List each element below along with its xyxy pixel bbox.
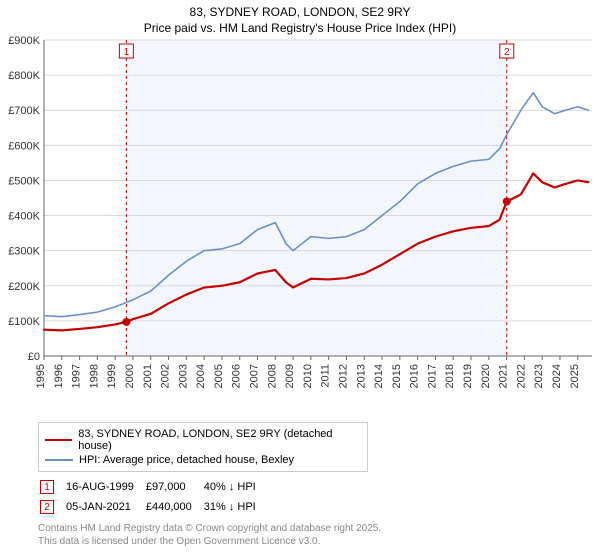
svg-text:2013: 2013	[355, 364, 367, 388]
svg-text:2020: 2020	[480, 364, 492, 388]
svg-text:1997: 1997	[71, 364, 83, 388]
markers-table: 1 16-AUG-1999£97,00040% ↓ HPI 2 05-JAN-2021…	[38, 476, 268, 518]
marker-delta: 31% ↓ HPI	[204, 498, 266, 516]
svg-text:2018: 2018	[444, 364, 456, 388]
svg-text:2008: 2008	[266, 364, 278, 388]
svg-text:2: 2	[504, 47, 510, 58]
svg-text:2005: 2005	[213, 364, 225, 388]
svg-text:1999: 1999	[106, 364, 118, 388]
footer: Contains HM Land Registry data © Crown c…	[38, 522, 590, 548]
svg-text:2002: 2002	[160, 364, 172, 388]
chart-svg: £0 £100K £200K £300K £400K £500K £600K £700K £80…	[0, 36, 600, 416]
svg-text:2017: 2017	[426, 364, 438, 388]
legend-swatch-series1	[45, 439, 72, 441]
svg-text:2022: 2022	[515, 364, 527, 388]
svg-text:£400K: £400K	[8, 211, 40, 223]
title-line-1: 83, SYDNEY ROAD, LONDON, SE2 9RY	[0, 4, 600, 20]
legend: 83, SYDNEY ROAD, LONDON, SE2 9RY (detach…	[38, 422, 368, 472]
marker-price: £97,000	[146, 478, 202, 496]
svg-text:£600K: £600K	[8, 141, 40, 153]
svg-text:£300K: £300K	[8, 246, 40, 258]
svg-text:2003: 2003	[177, 364, 189, 388]
svg-text:2000: 2000	[124, 364, 136, 388]
marker-id-box: 1	[40, 480, 54, 494]
svg-text:£500K: £500K	[8, 176, 40, 188]
svg-text:2004: 2004	[195, 364, 207, 388]
svg-text:2001: 2001	[142, 364, 154, 388]
marker-row: 1 16-AUG-1999£97,00040% ↓ HPI	[40, 478, 266, 496]
svg-text:1996: 1996	[53, 364, 65, 388]
marker-id-box: 2	[40, 500, 54, 514]
line-chart: £0 £100K £200K £300K £400K £500K £600K £700K £80…	[0, 36, 600, 416]
svg-text:£200K: £200K	[8, 281, 40, 293]
footer-line-1: Contains HM Land Registry data © Crown c…	[38, 522, 590, 535]
svg-text:£900K: £900K	[8, 36, 40, 47]
marker-row: 2 05-JAN-2021£440,00031% ↓ HPI	[40, 498, 266, 516]
legend-row-series1: 83, SYDNEY ROAD, LONDON, SE2 9RY (detach…	[45, 427, 361, 453]
svg-text:£100K: £100K	[8, 316, 40, 328]
title-line-2: Price paid vs. HM Land Registry's House …	[0, 20, 600, 36]
marker-price: £440,000	[146, 498, 202, 516]
legend-swatch-series2	[45, 459, 73, 461]
svg-text:2009: 2009	[284, 364, 296, 388]
svg-text:2016: 2016	[409, 364, 421, 388]
svg-text:1995: 1995	[35, 364, 47, 388]
title-block: 83, SYDNEY ROAD, LONDON, SE2 9RY Price p…	[0, 0, 600, 36]
svg-text:2007: 2007	[249, 364, 261, 388]
legend-label-series2: HPI: Average price, detached house, Bexl…	[79, 454, 294, 466]
marker-date: 16-AUG-1999	[66, 478, 144, 496]
svg-text:2019: 2019	[462, 364, 474, 388]
svg-text:2025: 2025	[569, 364, 581, 388]
svg-text:1: 1	[124, 47, 130, 58]
svg-text:1998: 1998	[88, 364, 100, 388]
svg-text:£800K: £800K	[8, 70, 40, 82]
svg-text:2015: 2015	[391, 364, 403, 388]
svg-text:2023: 2023	[533, 364, 545, 388]
svg-text:2006: 2006	[231, 364, 243, 388]
svg-text:2010: 2010	[302, 364, 314, 388]
svg-text:£0: £0	[28, 351, 40, 363]
marker-date: 05-JAN-2021	[66, 498, 144, 516]
svg-text:2011: 2011	[320, 364, 332, 388]
legend-label-series1: 83, SYDNEY ROAD, LONDON, SE2 9RY (detach…	[78, 428, 361, 452]
footer-line-2: This data is licensed under the Open Gov…	[38, 535, 590, 548]
svg-text:2014: 2014	[373, 364, 385, 388]
svg-text:£700K: £700K	[8, 106, 40, 118]
figure-container: 83, SYDNEY ROAD, LONDON, SE2 9RY Price p…	[0, 0, 600, 560]
marker-delta: 40% ↓ HPI	[204, 478, 266, 496]
svg-text:2012: 2012	[337, 364, 349, 388]
svg-text:2024: 2024	[551, 364, 563, 388]
legend-row-series2: HPI: Average price, detached house, Bexl…	[45, 453, 361, 467]
svg-text:2021: 2021	[498, 364, 510, 388]
